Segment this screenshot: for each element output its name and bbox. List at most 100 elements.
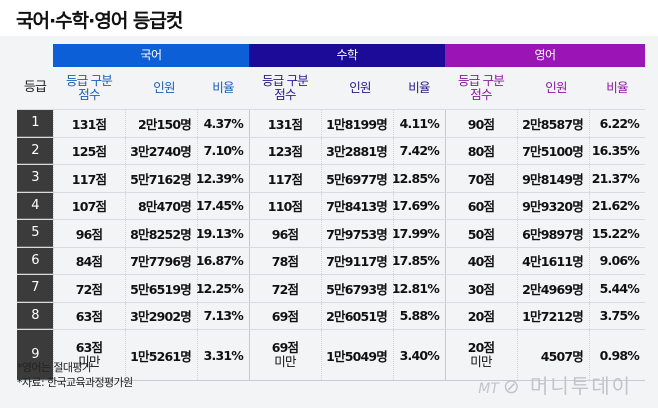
math-ratio-cell: 17.85%	[391, 253, 440, 269]
eng-count-cell: 9만8149명	[522, 171, 584, 187]
column-divider	[249, 165, 250, 192]
column-divider	[125, 192, 126, 219]
eng-ratio-cell: 3.75%	[599, 308, 640, 324]
kor-count-cell: 3만2902명	[130, 309, 192, 325]
table-row: 5 96점 8만8252명 19.13% 96점 7만9753명 17.99% 50점 6만98…	[17, 219, 645, 247]
korean-score-header: 등급 구분 점수	[66, 73, 113, 102]
column-divider	[445, 247, 446, 274]
math-score-cell: 117점	[267, 171, 303, 187]
column-divider	[53, 275, 54, 302]
column-divider	[249, 110, 250, 137]
kor-count-cell: 7만7796명	[130, 254, 192, 270]
kor-count-cell: 8만8252명	[130, 226, 192, 242]
page-title: 국어·수학·영어 등급컷	[16, 10, 183, 32]
column-header-row: 등급 등급 구분 점수 인원 비율 등급 구분 점수 인원 비율 등급 구분 점…	[17, 67, 645, 109]
column-divider	[197, 137, 198, 164]
kor-score-cell: 84점	[75, 254, 103, 270]
korean-count-header: 인원	[153, 80, 175, 95]
column-divider	[445, 137, 446, 164]
math-score-cell: 110점	[267, 199, 303, 215]
eng-ratio-cell: 5.44%	[599, 280, 640, 296]
column-divider	[445, 330, 446, 380]
table-row: 8 63점 3만2902명 7.13% 69점 2만6051명 5.88% 20점 1만7212…	[17, 301, 645, 329]
grade-cell: 5	[17, 220, 53, 247]
column-divider	[393, 330, 394, 380]
column-divider	[197, 165, 198, 192]
eng-score-cell: 20점 미만	[445, 330, 517, 380]
eng-count-cell: 9만9320명	[522, 199, 584, 215]
watermark-text: 머니투데이	[530, 374, 632, 398]
column-divider	[197, 247, 198, 274]
table-row: 2 125점 3만2740명 7.10% 123점 3만2881명 7.42% 80점 7만51…	[17, 136, 645, 164]
math-ratio-cell: 3.40%	[399, 347, 440, 363]
eng-ratio-cell: 16.35%	[591, 143, 640, 159]
column-divider	[589, 302, 590, 329]
column-divider	[393, 137, 394, 164]
kor-ratio-cell: 12.25%	[195, 280, 244, 296]
math-count-cell: 5만6977명	[326, 171, 388, 187]
column-divider	[249, 137, 250, 164]
eng-count-cell: 4507명	[540, 348, 584, 364]
column-divider	[393, 247, 394, 274]
column-divider	[53, 220, 54, 247]
eng-count-cell: 1만7212명	[522, 309, 584, 325]
column-divider	[517, 302, 518, 329]
subject-band-korean: 국어	[53, 44, 249, 67]
column-divider	[197, 192, 198, 219]
kor-score-cell: 72점	[75, 281, 103, 297]
column-divider	[53, 330, 54, 380]
column-divider	[321, 110, 322, 137]
column-divider	[393, 220, 394, 247]
column-divider	[125, 110, 126, 137]
math-count-cell: 1만5049명	[326, 348, 388, 364]
math-count-cell: 3만2881명	[326, 144, 388, 160]
eng-score-cell: 70점	[467, 171, 495, 187]
kor-ratio-cell: 16.87%	[195, 253, 244, 269]
column-divider	[517, 165, 518, 192]
kor-score-cell: 125점	[71, 144, 107, 160]
kor-ratio-cell: 7.10%	[203, 143, 244, 159]
math-ratio-cell: 4.11%	[399, 115, 440, 131]
score-value: 20점	[467, 340, 495, 355]
kor-count-cell: 5만7162명	[130, 171, 192, 187]
kor-score-cell: 63점	[75, 309, 103, 325]
column-divider	[125, 247, 126, 274]
english-score-header: 등급 구분 점수	[458, 73, 505, 102]
eng-count-cell: 7만5100명	[522, 144, 584, 160]
column-divider	[125, 220, 126, 247]
subject-band-row: 국어 수학 영어	[17, 44, 645, 67]
eng-ratio-cell: 9.06%	[599, 253, 640, 269]
column-divider	[197, 275, 198, 302]
eng-score-cell: 60점	[467, 199, 495, 215]
eng-score-cell: 90점	[467, 116, 495, 132]
kor-score-cell: 131점	[71, 116, 107, 132]
score-suffix: 미만	[470, 354, 492, 369]
column-divider	[249, 192, 250, 219]
table-row: 1 131점 2만150명 4.37% 131점 1만8199명 4.11% 90점 2만858…	[17, 109, 645, 137]
math-ratio-cell: 12.85%	[391, 170, 440, 186]
column-divider	[249, 330, 250, 380]
column-divider	[445, 110, 446, 137]
eng-ratio-cell: 21.62%	[591, 198, 640, 214]
eng-score-cell: 30점	[467, 281, 495, 297]
table-row: 3 117점 5만7162명 12.39% 117점 5만6977명 12.85% 70점 9만…	[17, 164, 645, 192]
math-score-cell: 69점 미만	[249, 330, 321, 380]
kor-score-cell: 107점	[71, 199, 107, 215]
column-divider	[125, 165, 126, 192]
grade-cell: 7	[17, 275, 53, 302]
kor-ratio-cell: 3.31%	[203, 347, 244, 363]
column-divider	[589, 275, 590, 302]
column-divider	[589, 165, 590, 192]
column-divider	[393, 110, 394, 137]
table-row: 4 107점 8만470명 17.45% 110점 7만8413명 17.69% 60점 9만9…	[17, 191, 645, 219]
column-divider	[517, 110, 518, 137]
column-divider	[589, 137, 590, 164]
column-divider	[393, 302, 394, 329]
math-count-cell: 2만6051명	[326, 309, 388, 325]
kor-count-cell: 1만5261명	[130, 348, 192, 364]
kor-ratio-cell: 12.39%	[195, 170, 244, 186]
grade-cell: 4	[17, 192, 53, 219]
column-divider	[517, 137, 518, 164]
score-suffix: 미만	[78, 354, 100, 369]
kor-score-cell: 117점	[71, 171, 107, 187]
